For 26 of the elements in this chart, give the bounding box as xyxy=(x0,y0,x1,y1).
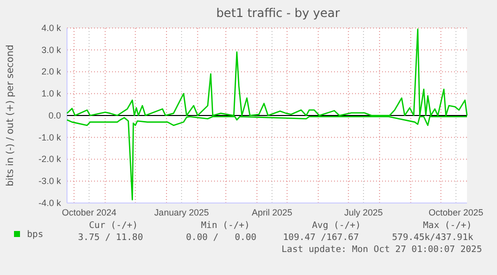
text: Max (-/+) xyxy=(423,221,472,231)
y-tick-label: 0.0 xyxy=(48,110,61,120)
text: Min (-/+) xyxy=(201,221,250,231)
y-tick-label: -4.0 k xyxy=(38,198,62,208)
text: 3.75 / 11.80 xyxy=(78,233,144,243)
x-tick-label: October 2024 xyxy=(62,207,116,218)
x-tick-label: January 2025 xyxy=(154,207,209,218)
x-tick-label: July 2025 xyxy=(344,207,383,218)
y-tick-label: 1.0 k xyxy=(41,88,62,99)
x-tick-label: April 2025 xyxy=(252,207,292,218)
text: Avg (-/+) xyxy=(312,221,361,231)
y-tick-label: -1.0 k xyxy=(38,132,62,142)
y-tick-label: 3.0 k xyxy=(41,44,62,55)
text: 109.47 /167.67 xyxy=(283,233,359,243)
y-tick-label: 4.0 k xyxy=(41,22,62,33)
text: 579.45k/437.91k xyxy=(392,233,474,243)
text: Cur (-/+) xyxy=(89,221,138,231)
y-tick-label: -3.0 k xyxy=(38,176,62,186)
chart-title: bet1 traffic - by year xyxy=(216,6,340,20)
text: 0.00 / 0.00 xyxy=(186,233,256,243)
y-axis-title: bits in (-) / out (+) per second xyxy=(5,44,16,186)
x-tick-label: October 2025 xyxy=(428,207,484,218)
y-tick-label: -2.0 k xyxy=(38,154,62,164)
legend-label: bps xyxy=(27,230,44,240)
text: Last update: Mon Oct 27 01:00:07 2025 xyxy=(282,245,482,255)
y-tick-label: 2.0 k xyxy=(41,66,62,77)
